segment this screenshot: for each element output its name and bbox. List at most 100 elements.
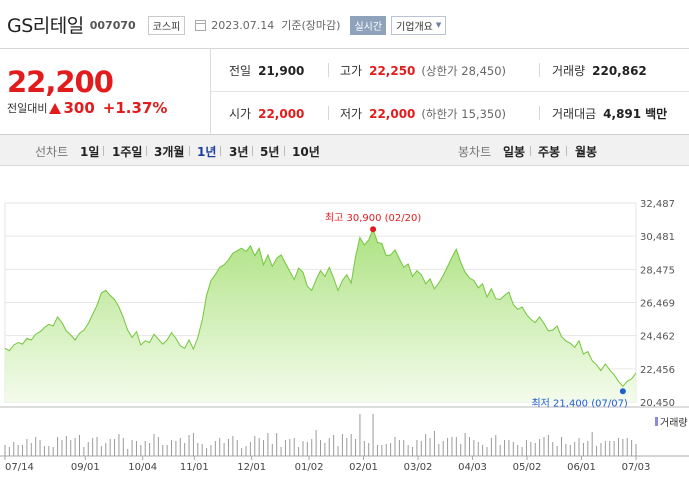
volume-bar xyxy=(504,440,506,456)
y-tick-label: 22,456 xyxy=(640,365,675,376)
x-tick-label: 04/03 xyxy=(458,462,487,473)
chart-annotations: 최고 30,900 (02/20) 최저 21,400 (07/07) xyxy=(325,212,628,409)
volume-bar xyxy=(43,446,45,456)
volume-bar xyxy=(394,437,396,456)
volume-bar xyxy=(175,441,177,456)
volume-bar xyxy=(13,442,15,456)
volume-bar xyxy=(122,438,124,456)
range-3y[interactable]: 3년 xyxy=(229,145,249,159)
volume-bar xyxy=(245,446,247,456)
volume-bar xyxy=(70,440,72,456)
change-value: 300 xyxy=(63,99,95,117)
volume-bar xyxy=(258,438,260,456)
volume-bar xyxy=(83,447,85,456)
volume-bar xyxy=(236,440,238,456)
volume-bar xyxy=(407,445,409,456)
change-percent: +1.37% xyxy=(102,99,168,117)
volume-bar xyxy=(447,438,449,456)
x-tick-label: 11/01 xyxy=(180,462,209,473)
volume-bar xyxy=(350,434,352,456)
volume-bar xyxy=(574,442,576,456)
candle-daily[interactable]: 일봉 xyxy=(503,145,526,159)
volume-bar xyxy=(561,437,563,456)
volume-bar xyxy=(521,447,523,456)
volume-bar xyxy=(569,445,571,456)
volume-bar xyxy=(249,442,251,456)
volume-bar xyxy=(473,440,475,456)
volume-bar xyxy=(157,437,159,456)
volume-bar xyxy=(74,438,76,456)
volume-bar xyxy=(596,446,598,456)
volume-bar xyxy=(512,442,514,456)
volume-bar xyxy=(539,439,541,456)
low-price: 저가 22,000 (하한가 15,350) xyxy=(340,105,506,122)
volume-bar xyxy=(626,438,628,456)
range-1d[interactable]: 1일 xyxy=(80,145,100,159)
range-1y[interactable]: 1년 xyxy=(197,145,217,159)
candle-weekly[interactable]: 주봉 xyxy=(538,145,561,159)
chevron-down-icon: ▼ xyxy=(435,21,442,29)
volume-bar xyxy=(144,441,146,456)
y-tick-label: 28,475 xyxy=(640,265,675,276)
realtime-button[interactable]: 실시간 xyxy=(350,15,387,35)
volume-bar xyxy=(289,439,291,456)
volume-bar xyxy=(284,440,286,456)
divider xyxy=(328,63,329,77)
range-1w[interactable]: 1주일 xyxy=(112,145,143,159)
volume-bar xyxy=(210,445,212,456)
x-tick-label: 10/04 xyxy=(128,462,157,473)
volume-bar xyxy=(468,437,470,456)
volume-bar xyxy=(188,435,190,456)
volume-bar xyxy=(140,445,142,456)
divider xyxy=(539,106,540,120)
volume-bar xyxy=(622,439,624,456)
divider xyxy=(0,48,689,49)
price-stats: 전일 21,900 고가 22,250 (상한가 28,450) 거래량 220… xyxy=(211,49,689,134)
volume-bar xyxy=(263,440,265,456)
high-price: 고가 22,250 (상한가 28,450) xyxy=(340,62,506,79)
volume-bar xyxy=(298,447,300,456)
volume-bar xyxy=(442,441,444,456)
volume-bar xyxy=(22,445,24,456)
volume-bar xyxy=(412,447,414,456)
volume-bar xyxy=(495,435,497,456)
company-overview-button[interactable]: 기업개요 ▼ xyxy=(391,15,447,35)
volume-bar xyxy=(65,436,67,456)
volume-bar xyxy=(52,447,54,456)
x-tick-label: 07/14 xyxy=(5,462,34,473)
volume-bar xyxy=(315,430,317,456)
volume-bar xyxy=(333,435,335,456)
volume-bar xyxy=(604,441,606,456)
volume-bar xyxy=(214,441,216,456)
stats-row: 시가 22,000 저가 22,000 (하한가 15,350) 거래대금 4,… xyxy=(211,92,689,134)
prev-close-value: 21,900 xyxy=(258,63,305,78)
volume-legend-swatch xyxy=(655,417,658,426)
candle-monthly[interactable]: 월봉 xyxy=(575,145,598,159)
x-tick-label: 06/01 xyxy=(567,462,596,473)
volume-bar xyxy=(87,442,89,456)
volume-bar xyxy=(48,446,50,456)
range-10y[interactable]: 10년 xyxy=(292,145,320,159)
divider xyxy=(220,146,221,156)
volume-bar xyxy=(341,434,343,456)
volume-bar xyxy=(114,439,116,456)
high-point xyxy=(370,226,377,233)
volume-bar xyxy=(276,433,278,456)
volume-bar xyxy=(543,437,545,456)
up-arrow-icon xyxy=(49,102,62,114)
divider xyxy=(252,146,253,156)
volume-bar xyxy=(582,443,584,456)
range-5y[interactable]: 5년 xyxy=(260,145,280,159)
volume-bar xyxy=(534,443,536,456)
volume-bar xyxy=(192,433,194,456)
amount-value: 4,891 xyxy=(603,106,642,121)
range-3m[interactable]: 3개월 xyxy=(154,145,185,159)
volume-value: 220,862 xyxy=(592,63,647,78)
volume-bar xyxy=(61,440,63,456)
volume-bar xyxy=(306,442,308,456)
low-label: 저가 xyxy=(340,107,363,121)
volume-bars: 거래량 xyxy=(0,406,689,457)
volume-bar xyxy=(254,436,256,456)
volume-bar xyxy=(613,441,615,456)
volume-bar xyxy=(455,437,457,456)
